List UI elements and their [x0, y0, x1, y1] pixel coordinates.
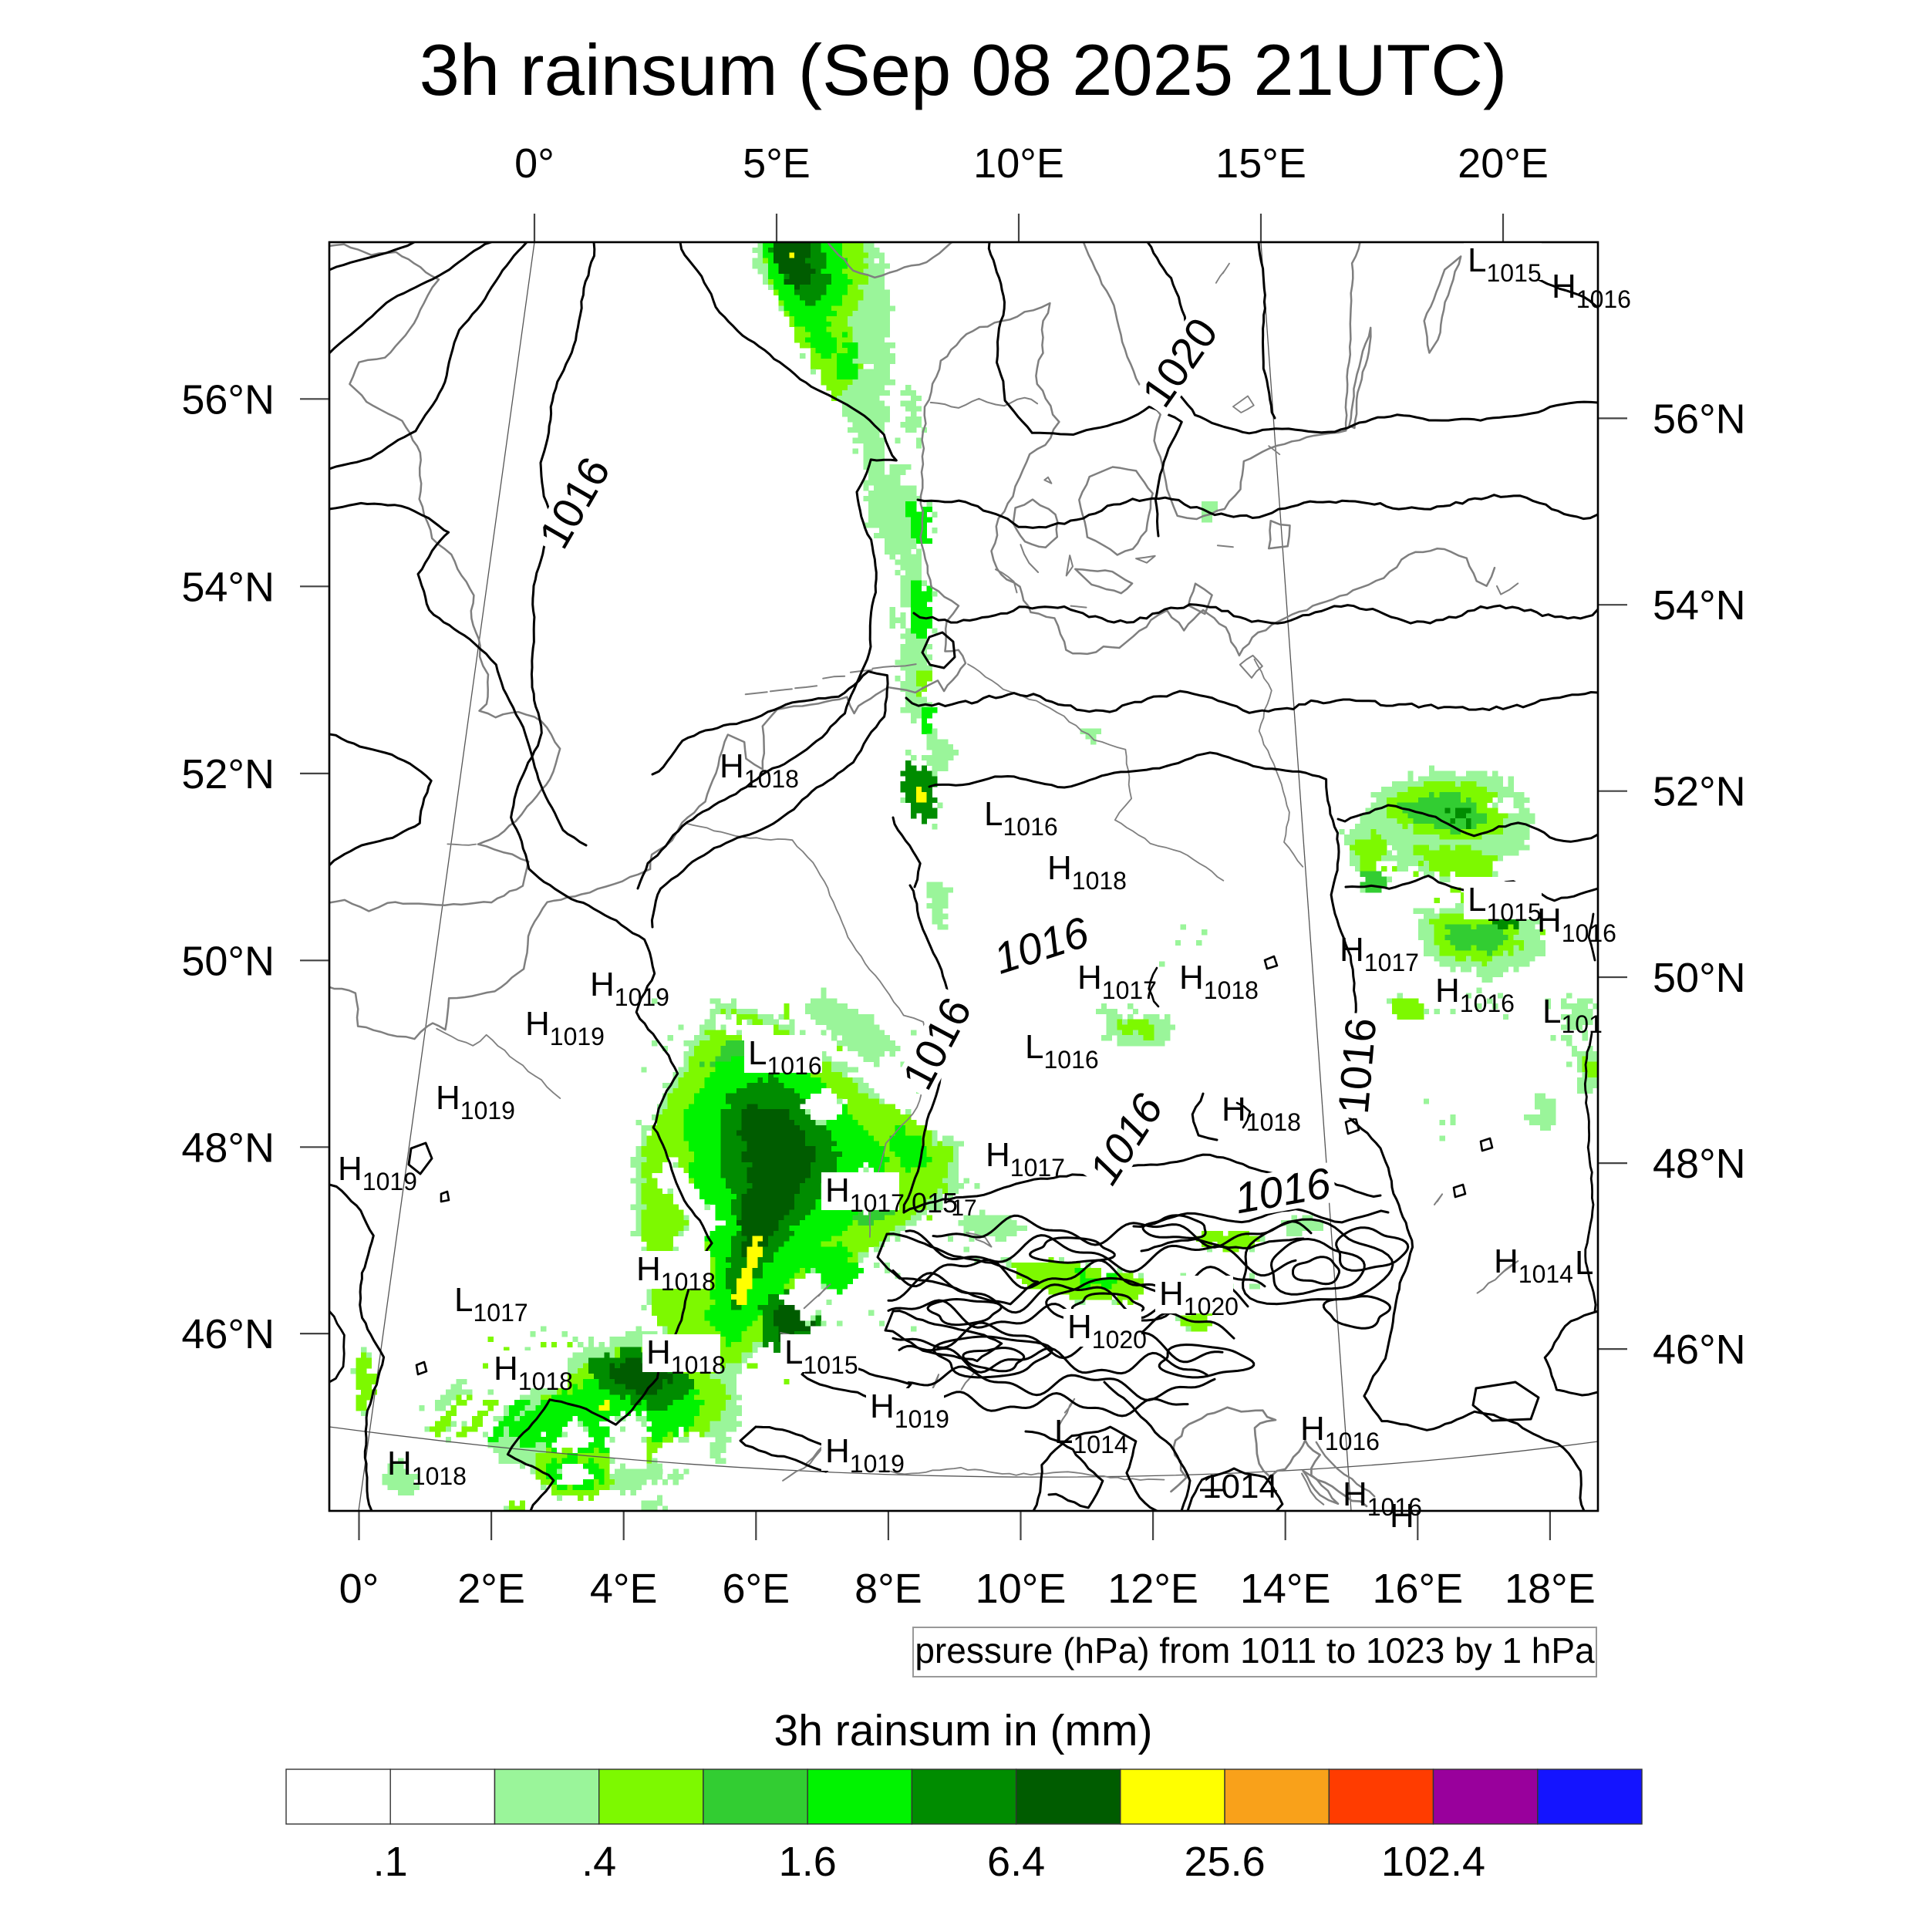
- svg-text:0°: 0°: [339, 1566, 379, 1612]
- svg-text:46°N: 46°N: [1653, 1327, 1746, 1373]
- svg-text:56°N: 56°N: [181, 376, 275, 423]
- svg-text:102.4: 102.4: [1381, 1839, 1485, 1885]
- svg-text:1.6: 1.6: [779, 1839, 837, 1885]
- svg-text:0°: 0°: [514, 140, 554, 187]
- svg-text:20°E: 20°E: [1458, 140, 1549, 187]
- svg-text:H: H: [1390, 1497, 1414, 1535]
- svg-text:52°N: 52°N: [1653, 769, 1746, 815]
- svg-text:52°N: 52°N: [181, 751, 275, 797]
- svg-text:5°E: 5°E: [743, 140, 811, 187]
- svg-text:pressure (hPa) from 1011 to 10: pressure (hPa) from 1011 to 1023 by 1 hP…: [915, 1630, 1595, 1671]
- svg-text:54°N: 54°N: [181, 564, 275, 610]
- svg-text:H1016: H1016: [1300, 1410, 1380, 1455]
- svg-text:48°N: 48°N: [1653, 1141, 1746, 1187]
- svg-text:10°E: 10°E: [976, 1566, 1067, 1612]
- svg-text:L: L: [1575, 1244, 1593, 1282]
- svg-text:15°E: 15°E: [1215, 140, 1306, 187]
- svg-text:10°E: 10°E: [973, 140, 1064, 187]
- svg-text:3h rainsum (Sep 08 2025 21UTC): 3h rainsum (Sep 08 2025 21UTC): [420, 29, 1508, 110]
- svg-text:6°E: 6°E: [722, 1566, 790, 1612]
- svg-text:2°E: 2°E: [457, 1566, 525, 1612]
- svg-text:48°N: 48°N: [181, 1124, 275, 1171]
- svg-text:1014: 1014: [1202, 1468, 1278, 1505]
- svg-text:54°N: 54°N: [1653, 582, 1746, 629]
- svg-text:H1019: H1019: [870, 1387, 949, 1433]
- svg-text:50°N: 50°N: [1653, 955, 1746, 1001]
- svg-text:4°E: 4°E: [590, 1566, 658, 1612]
- svg-text:3h rainsum in (mm): 3h rainsum in (mm): [774, 1706, 1153, 1755]
- svg-text:17: 17: [951, 1195, 976, 1221]
- svg-text:12°E: 12°E: [1107, 1566, 1198, 1612]
- svg-text:8°E: 8°E: [854, 1566, 922, 1612]
- svg-text:25.6: 25.6: [1185, 1839, 1266, 1885]
- svg-text:.4: .4: [581, 1839, 616, 1885]
- svg-text:18°E: 18°E: [1505, 1566, 1596, 1612]
- svg-text:50°N: 50°N: [181, 938, 275, 984]
- svg-text:56°N: 56°N: [1653, 396, 1746, 442]
- svg-text:.1: .1: [373, 1839, 408, 1885]
- svg-text:015: 015: [912, 1187, 958, 1219]
- svg-text:14°E: 14°E: [1240, 1566, 1331, 1612]
- svg-text:6.4: 6.4: [987, 1839, 1045, 1885]
- svg-text:1016: 1016: [1329, 1016, 1386, 1116]
- svg-text:46°N: 46°N: [181, 1311, 275, 1357]
- svg-text:16°E: 16°E: [1372, 1566, 1463, 1612]
